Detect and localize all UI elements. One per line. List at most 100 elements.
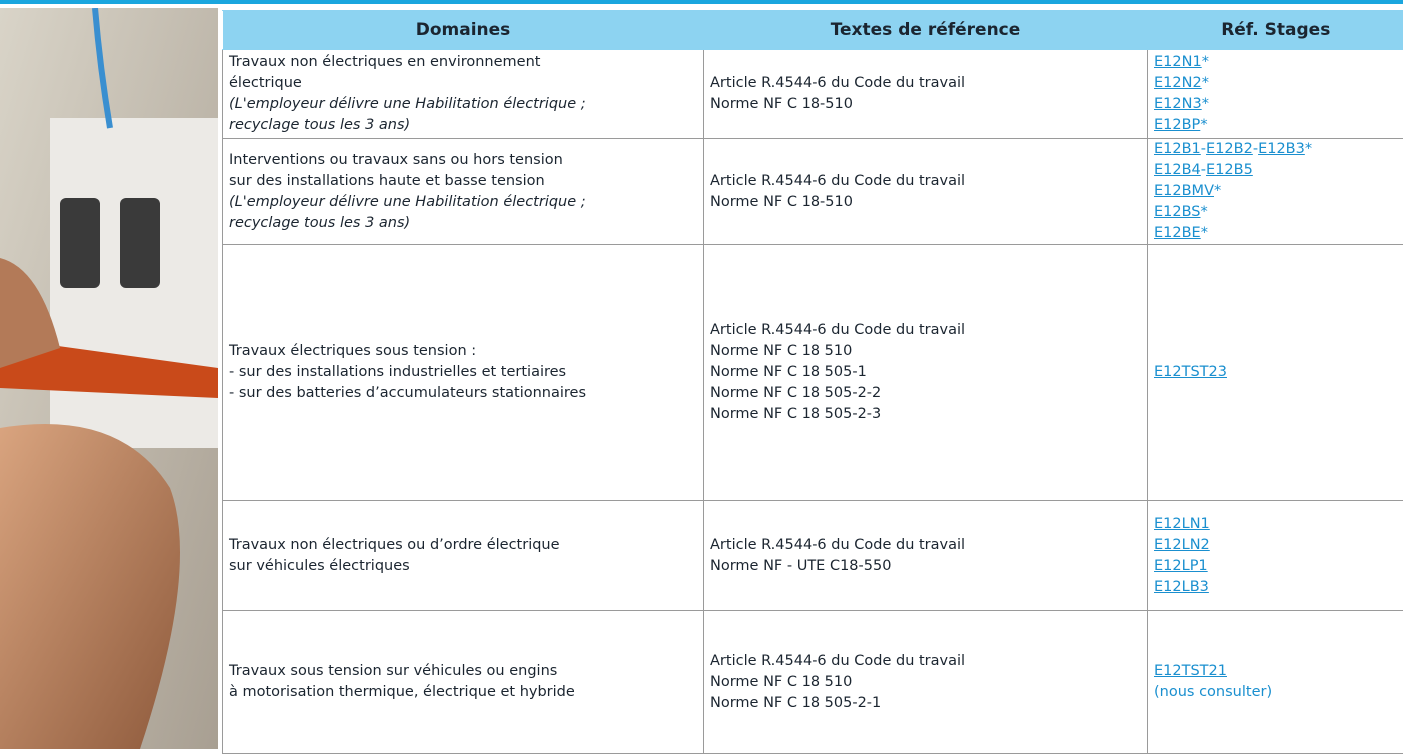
domain-title: - sur des batteries d’accumulateurs stat… (229, 383, 697, 404)
domain-note: recyclage tous les 3 ans) (229, 213, 697, 234)
stage-line: E12BMV* (1154, 181, 1398, 202)
stage-link[interactable]: E12BP (1154, 117, 1200, 133)
column-header: Réf. Stages (1148, 11, 1403, 50)
column-header: Domaines (223, 11, 704, 50)
domain-note: (L'employeur délivre une Habilitation él… (229, 94, 697, 115)
stage-text: * (1214, 183, 1221, 199)
stage-link[interactable]: E12LN1 (1154, 516, 1210, 532)
reference-text: Norme NF C 18 505-2-2 (710, 383, 1141, 404)
stage-line: (nous consulter) (1154, 682, 1398, 703)
reference-text: Article R.4544-6 du Code du travail (710, 651, 1141, 672)
stage-text: * (1202, 96, 1209, 112)
stage-link[interactable]: E12BS (1154, 204, 1201, 220)
stages-cell: E12N1*E12N2*E12N3*E12BP* (1148, 50, 1403, 139)
stage-link[interactable]: E12BMV (1154, 183, 1214, 199)
reference-text: Norme NF C 18 505-1 (710, 362, 1141, 383)
domain-title: Interventions ou travaux sans ou hors te… (229, 150, 697, 171)
reference-text: Norme NF C 18 510 (710, 672, 1141, 693)
stage-line: E12TST21 (1154, 661, 1398, 682)
stages-cell: E12TST21 (nous consulter) (1148, 611, 1403, 754)
domain-note: (L'employeur délivre une Habilitation él… (229, 192, 697, 213)
domain-title: à motorisation thermique, électrique et … (229, 682, 697, 703)
domain-title: Travaux sous tension sur véhicules ou en… (229, 661, 697, 682)
domain-title: sur des installations haute et basse ten… (229, 171, 697, 192)
stage-line: E12N3* (1154, 94, 1398, 115)
domain-cell: Travaux électriques sous tension :- sur … (223, 245, 704, 501)
domain-title: sur véhicules électriques (229, 556, 697, 577)
stages-cell: E12TST23 (1148, 245, 1403, 501)
domain-note: recyclage tous les 3 ans) (229, 115, 697, 136)
stage-link[interactable]: E12TST23 (1154, 364, 1227, 380)
stage-link[interactable]: E12N1 (1154, 54, 1202, 70)
stage-line: E12N1* (1154, 52, 1398, 73)
stage-line: E12LB3 (1154, 577, 1398, 598)
stage-link[interactable]: E12LB3 (1154, 579, 1209, 595)
reference-text: Article R.4544-6 du Code du travail (710, 171, 1141, 192)
stage-link[interactable]: E12LP1 (1154, 558, 1208, 574)
stage-link[interactable]: E12LN2 (1154, 537, 1210, 553)
stage-line: E12BP* (1154, 115, 1398, 136)
reference-text: Norme NF C 18-510 (710, 94, 1141, 115)
domain-title: Travaux non électriques en environnement (229, 52, 697, 73)
reference-text: Norme NF C 18 505-2-3 (710, 404, 1141, 425)
stage-line: E12LN2 (1154, 535, 1398, 556)
stage-line: E12N2* (1154, 73, 1398, 94)
stage-link[interactable]: E12TST21 (1154, 663, 1227, 679)
photo (0, 8, 218, 749)
table-row: Travaux électriques sous tension :- sur … (223, 245, 1403, 501)
domain-cell: Travaux non électriques en environnement… (223, 50, 704, 139)
reference-text: Norme NF - UTE C18-550 (710, 556, 1141, 577)
table-row: Travaux non électriques ou d’ordre élect… (223, 501, 1403, 611)
domain-cell: Interventions ou travaux sans ou hors te… (223, 139, 704, 245)
reference-text: Norme NF C 18 510 (710, 341, 1141, 362)
stage-link[interactable]: E12N3 (1154, 96, 1202, 112)
domain-title: Travaux électriques sous tension : (229, 341, 697, 362)
stage-link[interactable]: E12B2 (1206, 141, 1253, 157)
reference-text: Article R.4544-6 du Code du travail (710, 320, 1141, 341)
stage-text: * (1202, 54, 1209, 70)
domain-cell: Travaux non électriques ou d’ordre élect… (223, 501, 704, 611)
reference-text: Article R.4544-6 du Code du travail (710, 73, 1141, 94)
stage-line: E12LP1 (1154, 556, 1398, 577)
reference-text: Norme NF C 18-510 (710, 192, 1141, 213)
stage-text: * (1200, 117, 1207, 133)
stage-link[interactable]: E12B1 (1154, 141, 1201, 157)
table-row: Interventions ou travaux sans ou hors te… (223, 139, 1403, 245)
stage-line: E12LN1 (1154, 514, 1398, 535)
stage-text: * (1201, 225, 1208, 241)
column-header: Textes de référence (704, 11, 1148, 50)
stage-text: * (1201, 204, 1208, 220)
stage-line: E12BS* (1154, 202, 1398, 223)
domain-title: - sur des installations industrielles et… (229, 362, 697, 383)
stage-text: * (1202, 75, 1209, 91)
stage-link[interactable]: E12B5 (1206, 162, 1253, 178)
table-row: Travaux non électriques en environnement… (223, 50, 1403, 139)
top-border (0, 0, 1403, 4)
stage-line: E12B4-E12B5 (1154, 160, 1398, 181)
stage-line: E12BE* (1154, 223, 1398, 244)
stage-line: E12B1-E12B2-E12B3* (1154, 139, 1398, 160)
stage-link[interactable]: E12BE (1154, 225, 1201, 241)
table-row: Travaux sous tension sur véhicules ou en… (223, 611, 1403, 754)
stage-link[interactable]: E12N2 (1154, 75, 1202, 91)
stages-cell: E12LN1 E12LN2 E12LP1 E12LB3 (1148, 501, 1403, 611)
domain-title: électrique (229, 73, 697, 94)
reference-text: Article R.4544-6 du Code du travail (710, 535, 1141, 556)
domain-title: Travaux non électriques ou d’ordre élect… (229, 535, 697, 556)
domain-cell: Travaux sous tension sur véhicules ou en… (223, 611, 704, 754)
reference-text: Norme NF C 18 505-2-1 (710, 693, 1141, 714)
stage-link[interactable]: E12B3 (1258, 141, 1305, 157)
stage-line: E12TST23 (1154, 362, 1398, 383)
table-body: Travaux non électriques en environnement… (223, 50, 1403, 754)
stage-link[interactable]: E12B4 (1154, 162, 1201, 178)
stage-text: (nous consulter) (1154, 684, 1272, 700)
